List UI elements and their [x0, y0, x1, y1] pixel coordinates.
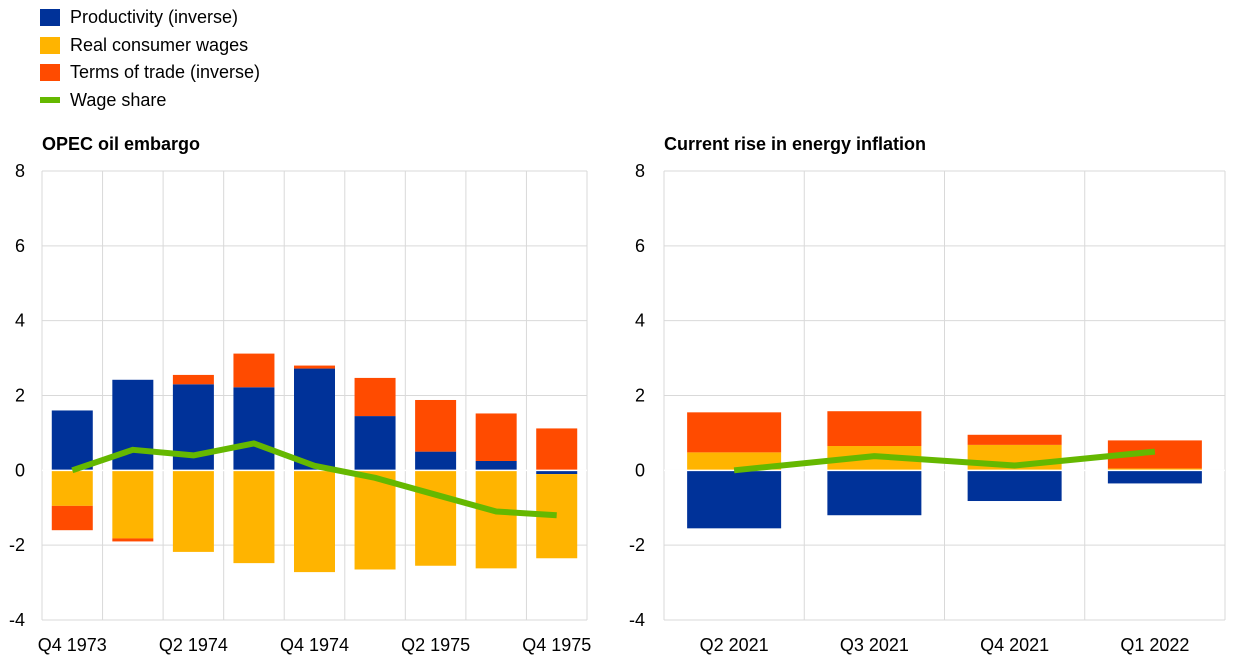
- left-x-tick-label-q4-1973: Q4 1973: [38, 635, 107, 655]
- left-y-tick-label: -4: [9, 610, 25, 630]
- left-panel-title: OPEC oil embargo: [42, 134, 201, 154]
- left-bar-productivity-inverse-q3-1975: [475, 460, 517, 471]
- right-bar-productivity-inverse-q4-2021: [967, 470, 1062, 502]
- left-bar-terms-of-trade-inverse-q4-1973: [51, 505, 93, 531]
- left-bar-terms-of-trade-inverse-q4-1975: [536, 428, 578, 471]
- left-bar-terms-of-trade-inverse-q1-1975: [354, 377, 396, 417]
- left-bar-real-consumer-wages-q1-1975: [354, 470, 396, 570]
- right-y-tick-label: 2: [635, 386, 645, 406]
- legend: Productivity (inverse) Real consumer wag…: [40, 4, 260, 114]
- legend-swatch-productivity: [40, 9, 60, 27]
- right-bar-productivity-inverse-q2-2021: [687, 470, 782, 529]
- left-bar-productivity-inverse-q2-1975: [415, 451, 457, 471]
- right-y-tick-label: 8: [635, 161, 645, 181]
- legend-swatch-real-wages: [40, 36, 60, 54]
- left-bar-terms-of-trade-inverse-q2-1974: [172, 374, 214, 385]
- right-bar-productivity-inverse-q3-2021: [827, 470, 922, 516]
- legend-label-wage-share: Wage share: [70, 89, 167, 110]
- left-bar-productivity-inverse-q4-1973: [51, 410, 93, 471]
- right-bar-terms-of-trade-inverse-q2-2021: [687, 412, 782, 453]
- right-line-wage-share: [733, 448, 1156, 474]
- left-panel: -4 -2 0 2 4 6 8 Q4 1973 Q2 1974 Q4 1974 Q2 1975 Q4 …: [9, 161, 591, 655]
- left-bar-terms-of-trade-inverse-q4-1974: [294, 365, 335, 369]
- left-bar-real-consumer-wages-q2-1975: [415, 470, 457, 566]
- left-bar-terms-of-trade-inverse-q3-1974: [233, 353, 275, 388]
- right-y-tick-label: -4: [629, 610, 645, 630]
- left-x-tick-label-q4-1975: Q4 1975: [522, 635, 591, 655]
- left-bar-terms-of-trade-inverse-q2-1975: [415, 399, 457, 452]
- legend-item-productivity: Productivity (inverse): [40, 4, 260, 32]
- left-y-tick-label: 2: [15, 386, 25, 406]
- left-y-tick-label: 6: [15, 236, 25, 256]
- left-bar-terms-of-trade-inverse-q1-1974: [112, 538, 154, 542]
- right-x-tick-label-q3-2021: Q3 2021: [840, 635, 909, 655]
- left-bar-productivity-inverse-q1-1975: [354, 416, 396, 471]
- left-x-tick-label-q2-1975: Q2 1975: [401, 635, 470, 655]
- left-y-tick-label: 0: [15, 460, 25, 480]
- left-bar-real-consumer-wages-q3-1974: [233, 470, 275, 564]
- left-bar-real-consumer-wages-q3-1975: [475, 470, 517, 569]
- legend-label-productivity: Productivity (inverse): [70, 7, 239, 28]
- right-y-tick-label: 0: [635, 460, 645, 480]
- left-y-tick-label: 4: [15, 311, 25, 331]
- right-panel: -4 -2 0 2 4 6 8 Q2 2021 Q3 2021 Q4 2021 Q1 2022: [629, 161, 1226, 655]
- right-x-tick-label-q4-2021: Q4 2021: [980, 635, 1049, 655]
- right-bar-productivity-inverse-q1-2022: [1107, 470, 1202, 484]
- legend-label-terms-of-trade: Terms of trade (inverse): [70, 62, 261, 83]
- legend-label-real-wages: Real consumer wages: [70, 34, 249, 55]
- right-x-tick-label-q2-2021: Q2 2021: [700, 635, 769, 655]
- right-y-tick-label: 6: [635, 236, 645, 256]
- legend-swatch-wage-share: [40, 97, 60, 104]
- left-bar-productivity-inverse-q3-1974: [233, 387, 275, 471]
- left-bar-terms-of-trade-inverse-q3-1975: [475, 413, 517, 461]
- right-x-tick-label-q1-2022: Q1 2022: [1120, 635, 1189, 655]
- left-bar-real-consumer-wages-q4-1973: [51, 470, 93, 506]
- left-x-tick-label-q4-1974: Q4 1974: [280, 635, 349, 655]
- right-bar-terms-of-trade-inverse-q3-2021: [827, 411, 922, 447]
- legend-item-wage-share: Wage share: [40, 87, 260, 115]
- legend-item-terms-of-trade: Terms of trade (inverse): [40, 59, 260, 87]
- right-panel-title: Current rise in energy inflation: [664, 134, 927, 154]
- left-bar-productivity-inverse-q4-1974: [294, 368, 335, 471]
- right-y-tick-label: 4: [635, 311, 645, 331]
- left-bar-real-consumer-wages-q2-1974: [172, 470, 214, 552]
- left-y-tick-label: -2: [9, 535, 25, 555]
- right-bar-terms-of-trade-inverse-q4-2021: [967, 434, 1062, 445]
- legend-swatch-terms-of-trade: [40, 64, 60, 82]
- left-bar-productivity-inverse-q4-1975: [536, 470, 578, 475]
- left-bar-real-consumer-wages-q1-1974: [112, 470, 154, 539]
- left-bar-real-consumer-wages-q4-1974: [294, 470, 335, 573]
- legend-item-real-wages: Real consumer wages: [40, 32, 260, 60]
- right-y-tick-label: -2: [629, 535, 645, 555]
- right-bar-real-consumer-wages-q1-2022: [1107, 468, 1202, 471]
- left-y-tick-label: 8: [15, 161, 25, 181]
- left-line-wage-share: [71, 440, 557, 519]
- left-x-tick-label-q2-1974: Q2 1974: [159, 635, 228, 655]
